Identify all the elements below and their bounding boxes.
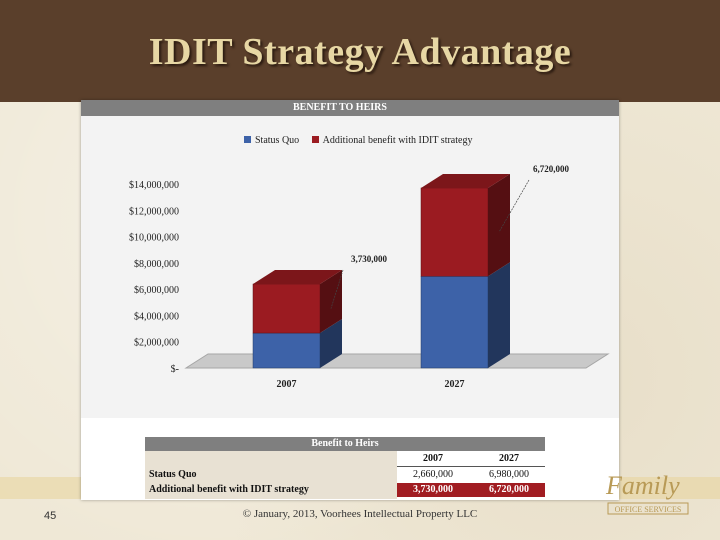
y-tick-label: $4,000,000 — [134, 311, 179, 322]
chart-header: BENEFIT TO HEIRS — [81, 100, 619, 116]
slide-title: IDIT Strategy Advantage — [148, 31, 572, 73]
table-divider — [397, 466, 545, 467]
table-cell-additional-2027: 6,720,000 — [489, 484, 529, 495]
table-label-column — [145, 451, 397, 499]
chart-floor — [184, 353, 610, 369]
bar-top — [421, 173, 510, 188]
y-tick-label: $10,000,000 — [129, 233, 179, 244]
x-tick-label: 2027 — [445, 379, 465, 390]
legend-label-status-quo: Status Quo — [255, 135, 300, 146]
legend-label-additional: Additional benefit with IDIT strategy — [322, 135, 473, 146]
annotation-leader — [498, 179, 530, 233]
y-tick-label: $2,000,000 — [134, 338, 179, 349]
bar-front — [252, 283, 321, 334]
data-label: 3,730,000 — [351, 254, 388, 264]
footer-copyright: © January, 2013, Voorhees Intellectual P… — [242, 508, 478, 520]
annotation-leader — [330, 269, 344, 309]
logo-script-text: Family — [605, 471, 680, 500]
bar-side — [488, 173, 510, 277]
bar-side — [488, 262, 510, 368]
chart-frame: BENEFIT TO HEIRS Status Quo Additional b… — [81, 100, 619, 500]
chart-area: BENEFIT TO HEIRS Status Quo Additional b… — [81, 100, 619, 418]
y-tick-label: $8,000,000 — [134, 259, 179, 270]
table-header-2007: 2007 — [423, 453, 443, 464]
bar-top — [253, 270, 342, 285]
y-tick-label: $- — [171, 364, 179, 375]
table-row-label-additional: Additional benefit with IDIT strategy — [149, 484, 309, 495]
table-cell-status-quo-2007: 2,660,000 — [413, 469, 453, 480]
chart-title: BENEFIT TO HEIRS — [293, 102, 387, 113]
legend-swatch-status-quo — [244, 136, 251, 143]
bar-side — [320, 270, 342, 334]
chart-legend: Status Quo Additional benefit with IDIT … — [244, 135, 482, 146]
x-tick-label: 2007 — [277, 379, 297, 390]
data-label: 6,720,000 — [533, 164, 570, 174]
table-cell-status-quo-2027: 6,980,000 — [489, 469, 529, 480]
table-cell-additional-2007: 3,730,000 — [413, 484, 453, 495]
legend-swatch-additional — [311, 136, 319, 143]
bar-chart: $- $2,000,000 $4,000,000 $6,000,000 $8,000,0… — [129, 164, 610, 390]
y-tick-label: $12,000,000 — [129, 206, 179, 217]
logo-box — [607, 502, 689, 515]
bar-front — [252, 332, 321, 369]
table-highlight-row — [397, 483, 545, 497]
bar-side — [320, 319, 342, 368]
logo-subtext: OFFICE SERVICES — [615, 505, 682, 514]
title-bar — [0, 0, 720, 102]
y-tick-label: $6,000,000 — [134, 285, 179, 296]
benefit-table: Benefit to Heirs 2007 2027 Status Quo 2,… — [145, 437, 545, 499]
table-title: Benefit to Heirs — [145, 437, 545, 451]
y-tick-label: $14,000,000 — [129, 180, 179, 191]
family-office-services-logo: Family OFFICE SERVICES — [605, 471, 689, 515]
bar-front — [420, 276, 489, 369]
legend-item-additional: Additional benefit with IDIT strategy — [311, 135, 473, 146]
bar-front — [420, 187, 489, 277]
legend-item-status-quo: Status Quo — [244, 135, 299, 146]
page-number: 45 — [44, 510, 57, 522]
table-row-label-status-quo: Status Quo — [149, 469, 197, 480]
table-header-2027: 2027 — [499, 453, 519, 464]
